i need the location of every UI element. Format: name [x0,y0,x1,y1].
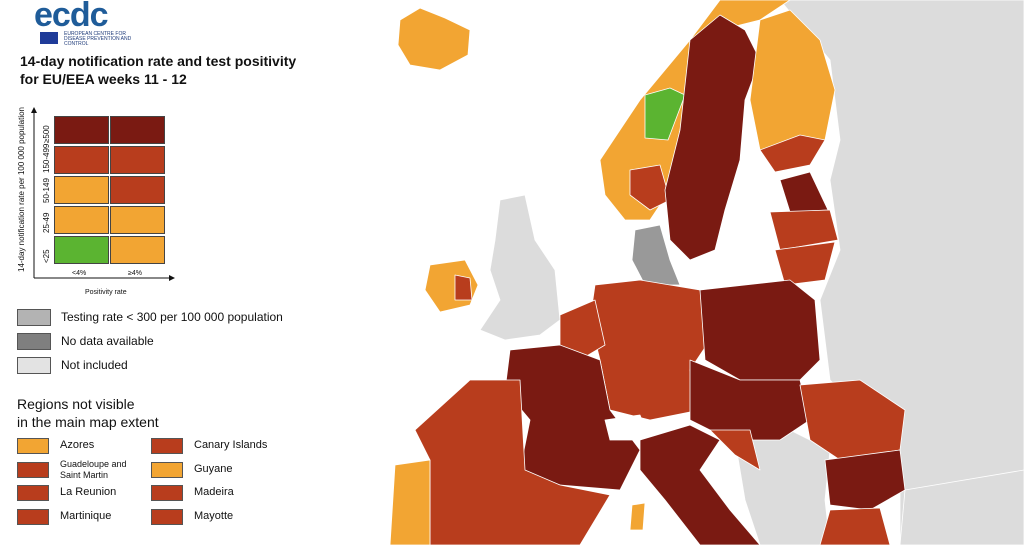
matrix-cell [110,176,165,204]
turkey [899,469,1024,545]
russia-region [779,0,1024,545]
region-swatch [151,461,183,478]
legend-swatch [17,333,51,350]
regions-title: in the main map extent [17,414,159,430]
region-label: Guadeloupe and Saint Martin [60,458,127,480]
regions-title: Regions not visible [17,396,135,412]
x-axis-label: Positivity rate [85,289,127,296]
region-label: Martinique [60,509,112,522]
sardinia [629,502,646,531]
column-label: <4% [72,270,87,277]
region-swatch [151,485,183,501]
region-label: Mayotte [194,509,234,522]
legend-label: No data available [61,334,154,348]
bulgaria [824,449,906,511]
norway-red [629,164,671,211]
region-swatch [17,438,49,454]
uk [479,194,561,341]
legend-label: Not included [61,358,128,372]
region-label: Guyane [194,462,233,475]
title: 14-day notification rate and test positi… [20,53,297,69]
region-label: La Reunion [60,486,117,498]
legend-swatch [17,357,51,374]
legend-swatch [17,309,51,326]
region-swatch [17,461,49,478]
sweden [664,14,761,261]
y-axis-label: 14-day notification rate per 100 000 pop… [17,106,26,272]
italy [639,424,761,545]
row-label: 150-499 [42,143,51,173]
title: for EU/EEA weeks 11 - 12 [20,71,187,87]
greece [819,507,891,545]
matrix-cell [54,206,109,234]
finland-red [759,134,826,173]
row-label: 25-49 [42,212,51,233]
switzerland [604,414,651,441]
matrix-cell [110,236,165,264]
denmark [631,224,681,286]
row-label: ≥500 [42,125,51,143]
portugal [389,459,431,545]
matrix-axes [31,107,175,281]
croatia [709,429,761,471]
matrix-cell [54,146,109,174]
poland [699,279,821,381]
central [689,359,811,441]
region-label: Azores [60,439,95,451]
logo: ecdc [34,0,108,34]
region-label: Canary Islands [194,439,268,451]
matrix-cell [54,236,109,264]
latvia [769,209,839,251]
column-label: ≥4% [128,270,142,277]
matrix-cell [110,146,165,174]
spain [414,379,611,545]
ireland-red [454,274,473,301]
matrix-cell [110,206,165,234]
iceland [397,7,471,71]
row-label: <25 [42,249,51,263]
agency-name: EUROPEAN CENTRE FOR DISEASE PREVENTION A… [64,31,132,47]
matrix-cell [54,116,109,144]
region-swatch [151,508,183,525]
benelux [559,299,606,361]
legend-label: Testing rate < 300 per 100 000 populatio… [61,310,283,324]
region-label: Madeira [194,486,234,498]
matrix-cell [54,176,109,204]
lithuania [774,241,836,286]
region-swatch [17,508,49,525]
row-label: 50-149 [42,178,51,203]
region-swatch [17,485,49,501]
region-swatch [151,438,183,454]
norway-green [644,87,686,141]
estonia [779,171,829,213]
eu-flag [40,32,58,44]
matrix-cell [110,116,165,144]
